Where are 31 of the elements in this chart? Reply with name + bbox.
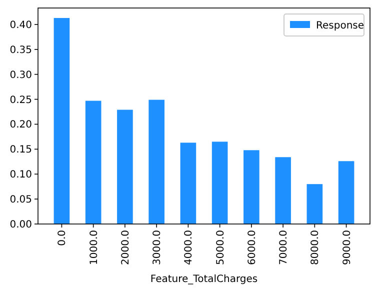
x-tick-label: 9000.0 — [342, 230, 353, 265]
bar — [306, 184, 323, 224]
x-tick-label: 2000.0 — [120, 230, 132, 265]
bar — [180, 142, 196, 224]
y-tick-label: 0.35 — [10, 44, 32, 56]
x-tick-label: 6000.0 — [246, 230, 258, 265]
y-tick-label: 0.05 — [10, 194, 32, 206]
x-tick-label: 7000.0 — [278, 230, 290, 265]
y-tick-label: 0.10 — [10, 170, 32, 181]
y-tick-label: 0.40 — [10, 20, 32, 31]
x-tick-label: 4000.0 — [184, 230, 195, 265]
legend-label: Response — [316, 20, 364, 32]
y-tick-label: 0.15 — [10, 144, 32, 156]
bar — [148, 100, 164, 224]
y-tick-label: 0.25 — [10, 94, 32, 106]
x-tick-label: 3000.0 — [152, 230, 164, 265]
bar — [54, 18, 70, 224]
y-tick-label: 0.20 — [10, 120, 32, 131]
bar — [338, 161, 354, 224]
x-tick-label: 5000.0 — [215, 230, 226, 265]
x-axis-title: Feature_TotalCharges — [150, 274, 258, 285]
bar — [85, 100, 102, 224]
bar — [244, 150, 260, 224]
x-tick-label: 1000.0 — [88, 230, 100, 265]
bar — [117, 110, 133, 224]
y-tick-label: 0.00 — [10, 220, 32, 230]
bar — [275, 157, 291, 224]
x-tick-label: 0.0 — [57, 230, 68, 246]
bar — [212, 142, 228, 224]
x-tick-label: 8000.0 — [310, 230, 322, 265]
y-tick-label: 0.30 — [10, 70, 32, 81]
